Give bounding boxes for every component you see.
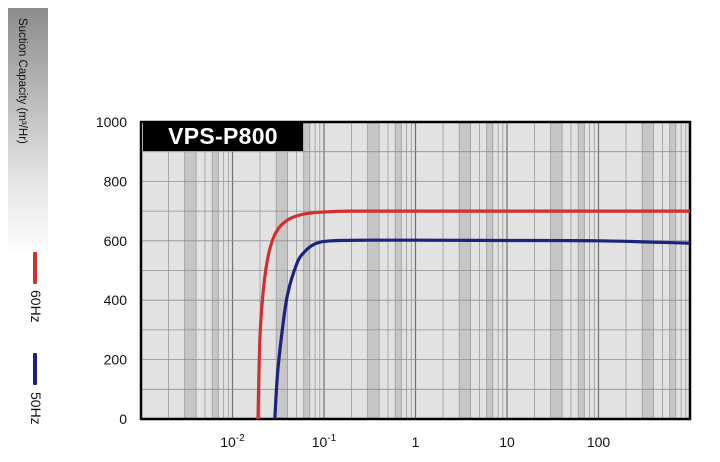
x-tick-label: 10-2 (220, 433, 245, 450)
legend-line-50hz (33, 353, 37, 385)
series-line-60hz (256, 209, 690, 419)
x-tick-label: 100 (587, 434, 611, 450)
axis-label-band (8, 8, 48, 258)
y-tick-label: 800 (104, 173, 128, 189)
legend-line-60hz (33, 252, 37, 284)
y-tick-label: 1000 (96, 114, 127, 130)
series-line-50hz (273, 238, 690, 419)
x-tick-label: 10-1 (312, 433, 337, 450)
x-tick-label: 10 (499, 434, 515, 450)
y-tick-label: 400 (104, 292, 128, 308)
y-tick-label: 200 (104, 352, 128, 368)
chart-title: VPS-P800 (143, 121, 303, 151)
y-tick-label: 600 (104, 233, 128, 249)
y-tick-label: 0 (119, 411, 127, 427)
x-tick-label: 1 (412, 434, 420, 450)
plot-frame (139, 120, 692, 421)
